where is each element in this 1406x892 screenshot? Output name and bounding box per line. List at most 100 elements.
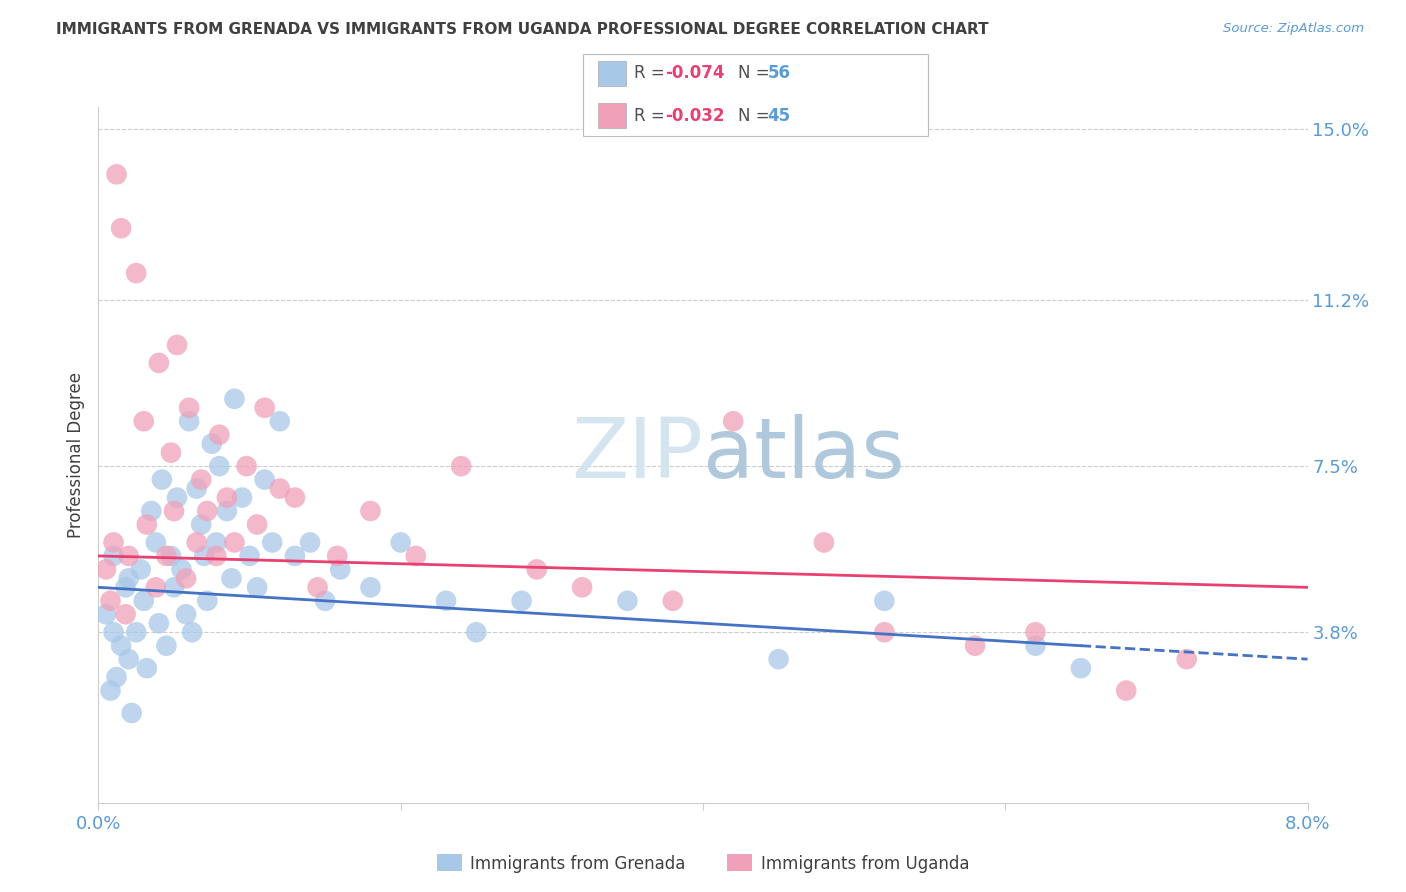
Point [103,535,125,549]
Point [129,562,152,576]
Point [246,517,269,532]
Point [160,445,183,459]
Point [208,427,231,442]
Legend: Immigrants from Grenada, Immigrants from Uganda: Immigrants from Grenada, Immigrants from… [430,847,976,880]
Point [121,706,143,720]
Text: N =: N = [738,107,775,125]
Text: Source: ZipAtlas.com: Source: ZipAtlas.com [1223,22,1364,36]
Point [145,535,167,549]
Point [148,356,170,370]
Point [201,436,224,450]
Point [269,414,291,428]
Point [195,504,218,518]
Text: atlas: atlas [703,415,904,495]
Point [284,549,307,563]
Point [118,549,141,563]
Text: -0.074: -0.074 [665,64,724,82]
Point [190,473,212,487]
Point [723,414,745,428]
Point [205,535,228,549]
Point [768,652,790,666]
Point [616,594,638,608]
Point [465,625,488,640]
Point [510,594,533,608]
Point [186,535,208,549]
Point [155,549,177,563]
Point [100,683,122,698]
Point [205,549,228,563]
Point [662,594,685,608]
Point [125,625,148,640]
Point [314,594,336,608]
Point [262,535,284,549]
Point [434,594,457,608]
Point [246,580,269,594]
Point [160,549,183,563]
Point [179,414,201,428]
Point [94,562,117,576]
Point [224,535,246,549]
Text: R =: R = [634,64,671,82]
Point [94,607,117,622]
Point [224,392,246,406]
Point [132,594,155,608]
Text: IMMIGRANTS FROM GRENADA VS IMMIGRANTS FROM UGANDA PROFESSIONAL DEGREE CORRELATIO: IMMIGRANTS FROM GRENADA VS IMMIGRANTS FR… [56,22,988,37]
Point [571,580,593,594]
Text: R =: R = [634,107,671,125]
Point [103,625,125,640]
Point [170,562,193,576]
Point [125,266,148,280]
Point [231,491,253,505]
Point [1024,639,1046,653]
Point [1024,625,1046,640]
Point [190,517,212,532]
Point [155,639,177,653]
Text: N =: N = [738,64,775,82]
Point [114,580,136,594]
Point [163,504,186,518]
Point [150,473,173,487]
Point [193,549,215,563]
Point [813,535,835,549]
Point [163,580,186,594]
Text: 56: 56 [768,64,790,82]
Point [239,549,262,563]
Point [103,549,125,563]
Point [148,616,170,631]
Point [141,504,163,518]
Text: 45: 45 [768,107,790,125]
Text: ZIP: ZIP [571,415,703,495]
Point [118,571,141,585]
Point [405,549,427,563]
Point [307,580,329,594]
Point [179,401,201,415]
Point [105,167,128,181]
Point [253,401,276,415]
Y-axis label: Professional Degree: Professional Degree [66,372,84,538]
Point [110,639,132,653]
Point [215,504,238,518]
Point [195,594,218,608]
Point [166,338,188,352]
Text: -0.032: -0.032 [665,107,724,125]
Point [326,549,349,563]
Point [389,535,412,549]
Point [135,661,157,675]
Point [166,491,188,505]
Point [284,491,307,505]
Point [132,414,155,428]
Point [873,625,896,640]
Point [1115,683,1137,698]
Point [360,504,382,518]
Point [105,670,128,684]
Point [965,639,987,653]
Point [145,580,167,594]
Point [114,607,136,622]
Point [135,517,157,532]
Point [269,482,291,496]
Point [174,607,197,622]
Point [215,491,238,505]
Point [1175,652,1198,666]
Point [110,221,132,235]
Point [329,562,352,576]
